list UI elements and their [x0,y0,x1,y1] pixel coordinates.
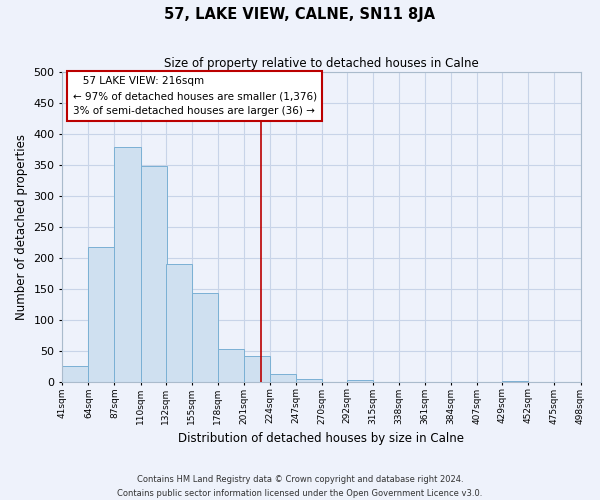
X-axis label: Distribution of detached houses by size in Calne: Distribution of detached houses by size … [178,432,464,445]
Bar [140,166,167,382]
Bar [62,366,88,382]
Bar [296,378,322,382]
Bar [218,349,244,382]
Bar [115,148,140,382]
Title: Size of property relative to detached houses in Calne: Size of property relative to detached ho… [164,58,479,70]
Bar [88,246,115,382]
Bar [270,374,296,382]
Bar [502,381,529,382]
Y-axis label: Number of detached properties: Number of detached properties [15,134,28,320]
Bar [244,356,270,382]
Text: Contains HM Land Registry data © Crown copyright and database right 2024.
Contai: Contains HM Land Registry data © Crown c… [118,476,482,498]
Bar [191,293,218,382]
Text: 57, LAKE VIEW, CALNE, SN11 8JA: 57, LAKE VIEW, CALNE, SN11 8JA [164,8,436,22]
Text: 57 LAKE VIEW: 216sqm   
← 97% of detached houses are smaller (1,376)
3% of semi-: 57 LAKE VIEW: 216sqm ← 97% of detached h… [73,76,317,116]
Bar [347,380,373,382]
Bar [166,264,191,382]
